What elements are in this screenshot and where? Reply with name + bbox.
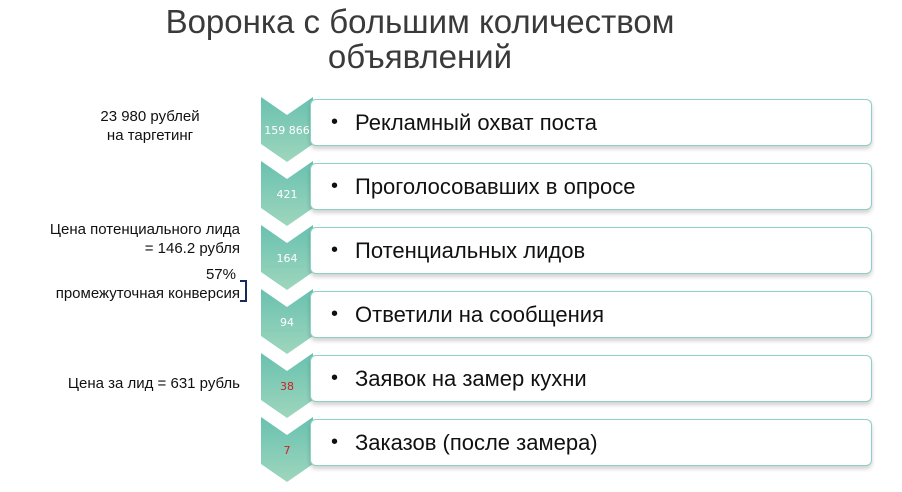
funnel-stage-box: • Проголосовавших в опросе (310, 163, 872, 210)
budget-annotation: 23 980 рублей на таргетинг (60, 107, 240, 145)
funnel-stage-value: 7 (283, 444, 291, 457)
funnel-stage-label: Проголосовавших в опросе (355, 173, 636, 199)
conversion-bracket (240, 280, 247, 302)
conversion-label: промежуточная конверсия (55, 285, 240, 302)
funnel-stage-value: 94 (280, 316, 294, 329)
funnel-stage-label: Ответили на сообщения (355, 301, 604, 327)
funnel-stage-box: • Потенциальных лидов (310, 227, 872, 274)
page-title: Воронка с большим количеством объявлений (90, 4, 750, 74)
funnel-stage-box: • Ответили на сообщения (310, 291, 872, 338)
funnel-stage-label: Заявок на замер кухни (355, 365, 587, 391)
funnel-stage-box: • Рекламный охват поста (310, 99, 872, 146)
conversion-percent: 57% (205, 266, 236, 283)
bullet-icon: • (331, 239, 339, 261)
lead-price-annotation: Цена потенциального лида = 146.2 рубля (0, 220, 240, 258)
funnel-chevron (261, 417, 313, 482)
title-line-1: Воронка с большим количеством (165, 3, 675, 40)
funnel-chevron (261, 353, 313, 418)
title-line-2: объявлений (327, 38, 513, 75)
price-per-lead-text: Цена за лид = 631 рубль (67, 375, 240, 392)
bullet-icon: • (331, 431, 339, 453)
bullet-icon: • (331, 111, 339, 133)
budget-line-1: 23 980 рублей (100, 108, 200, 125)
funnel-stage-value: 421 (276, 188, 298, 201)
budget-line-2: на таргетинг (106, 127, 194, 144)
funnel-stage-value: 164 (276, 252, 298, 265)
funnel-chevron (261, 225, 313, 290)
bullet-icon: • (331, 367, 339, 389)
bullet-icon: • (331, 303, 339, 325)
funnel-stage-box: • Заказов (после замера) (310, 419, 872, 466)
funnel-stage-label: Рекламный охват поста (355, 109, 597, 135)
funnel-stage-value: 38 (280, 380, 294, 393)
funnel-stage-value: 159 866 (264, 124, 310, 137)
funnel-stage-box: • Заявок на замер кухни (310, 355, 872, 402)
lead-price-line-1: Цена потенциального лида (49, 221, 240, 238)
price-per-lead-annotation: Цена за лид = 631 рубль (0, 374, 240, 393)
lead-price-line-2: = 146.2 рубля (144, 240, 240, 257)
funnel-chevron (261, 161, 313, 226)
conversion-annotation: 57% промежуточная конверсия (0, 265, 240, 303)
funnel-stage-label: Заказов (после замера) (355, 429, 598, 455)
funnel-chevron (261, 97, 313, 162)
funnel-chevron (261, 289, 313, 354)
bullet-icon: • (331, 175, 339, 197)
funnel-stage-label: Потенциальных лидов (355, 237, 586, 263)
